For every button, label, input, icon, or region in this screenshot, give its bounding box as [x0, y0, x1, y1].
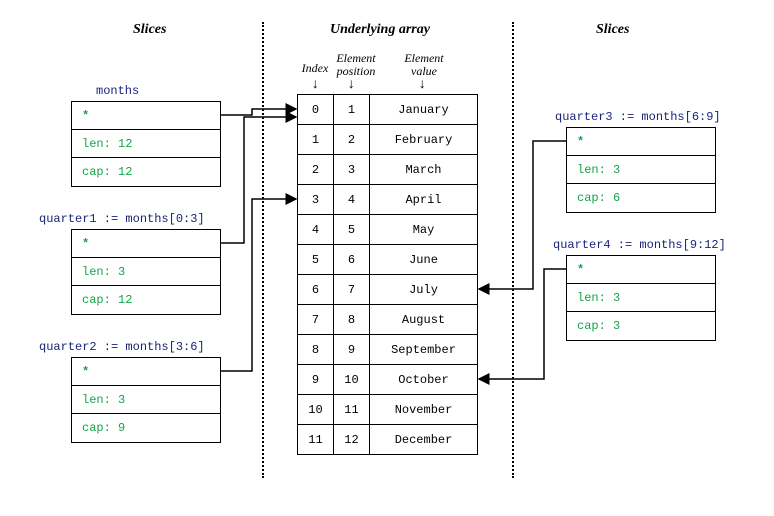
cell-position: 10: [334, 365, 370, 395]
col-header-value: Element value: [394, 52, 454, 78]
cell-index: 8: [298, 335, 334, 365]
cell-value: January: [370, 95, 478, 125]
cell-value: October: [370, 365, 478, 395]
table-row: 1011November: [298, 395, 478, 425]
cell-index: 7: [298, 305, 334, 335]
cell-position: 12: [334, 425, 370, 455]
table-row: 1112December: [298, 425, 478, 455]
arrow-down-icon: ↓: [311, 77, 319, 93]
cell-index: 9: [298, 365, 334, 395]
cell-value: June: [370, 245, 478, 275]
table-row: 34April: [298, 185, 478, 215]
table-row: 67July: [298, 275, 478, 305]
slice-box-quarter3: * len: 3 cap: 6: [566, 127, 716, 213]
slice-label-quarter4: quarter4 := months[9:12]: [553, 238, 726, 252]
cell-index: 0: [298, 95, 334, 125]
arrow-down-icon: ↓: [418, 77, 426, 93]
cell-value: November: [370, 395, 478, 425]
table-row: 23March: [298, 155, 478, 185]
cell-value: August: [370, 305, 478, 335]
slice-cap: cap: 6: [577, 191, 620, 205]
underlying-array-table: 01January12February23March34April45May56…: [297, 94, 478, 455]
cell-index: 11: [298, 425, 334, 455]
cell-position: 6: [334, 245, 370, 275]
cell-position: 1: [334, 95, 370, 125]
table-row: 910October: [298, 365, 478, 395]
cell-value: May: [370, 215, 478, 245]
cell-position: 9: [334, 335, 370, 365]
slice-box-quarter4: * len: 3 cap: 3: [566, 255, 716, 341]
slice-box-quarter1: * len: 3 cap: 12: [71, 229, 221, 315]
cell-position: 2: [334, 125, 370, 155]
cell-index: 3: [298, 185, 334, 215]
cell-index: 2: [298, 155, 334, 185]
table-row: 12February: [298, 125, 478, 155]
cell-index: 10: [298, 395, 334, 425]
slice-len: len: 12: [82, 137, 132, 151]
cell-value: April: [370, 185, 478, 215]
cell-value: July: [370, 275, 478, 305]
cell-index: 1: [298, 125, 334, 155]
cell-position: 3: [334, 155, 370, 185]
slice-label-quarter2: quarter2 := months[3:6]: [39, 340, 205, 354]
cell-index: 6: [298, 275, 334, 305]
slice-len: len: 3: [82, 265, 125, 279]
cell-position: 4: [334, 185, 370, 215]
col-header-position: Element position: [332, 52, 380, 78]
cell-value: December: [370, 425, 478, 455]
table-row: 01January: [298, 95, 478, 125]
slice-box-months: * len: 12 cap: 12: [71, 101, 221, 187]
separator-right: [512, 22, 514, 478]
cell-index: 4: [298, 215, 334, 245]
cell-index: 5: [298, 245, 334, 275]
heading-slices-right: Slices: [596, 22, 629, 38]
col-header-index: Index: [298, 62, 332, 75]
slice-len: len: 3: [577, 163, 620, 177]
table-row: 89September: [298, 335, 478, 365]
cell-position: 5: [334, 215, 370, 245]
slice-pointer: *: [82, 237, 89, 251]
table-row: 45May: [298, 215, 478, 245]
cell-position: 8: [334, 305, 370, 335]
slice-cap: cap: 12: [82, 165, 132, 179]
slice-len: len: 3: [82, 393, 125, 407]
separator-left: [262, 22, 264, 478]
slice-cap: cap: 9: [82, 421, 125, 435]
cell-value: February: [370, 125, 478, 155]
cell-position: 11: [334, 395, 370, 425]
slice-label-quarter3: quarter3 := months[6:9]: [555, 110, 721, 124]
cell-position: 7: [334, 275, 370, 305]
slice-pointer: *: [82, 365, 89, 379]
slice-pointer: *: [577, 135, 584, 149]
heading-slices-left: Slices: [133, 22, 166, 38]
heading-underlying-array: Underlying array: [330, 22, 430, 38]
arrow-down-icon: ↓: [347, 77, 355, 93]
table-row: 78August: [298, 305, 478, 335]
slice-label-quarter1: quarter1 := months[0:3]: [39, 212, 205, 226]
slice-label-months: months: [96, 84, 139, 98]
table-row: 56June: [298, 245, 478, 275]
cell-value: March: [370, 155, 478, 185]
slice-len: len: 3: [577, 291, 620, 305]
slice-pointer: *: [577, 263, 584, 277]
slice-box-quarter2: * len: 3 cap: 9: [71, 357, 221, 443]
cell-value: September: [370, 335, 478, 365]
slice-cap: cap: 3: [577, 319, 620, 333]
slice-pointer: *: [82, 109, 89, 123]
slice-cap: cap: 12: [82, 293, 132, 307]
